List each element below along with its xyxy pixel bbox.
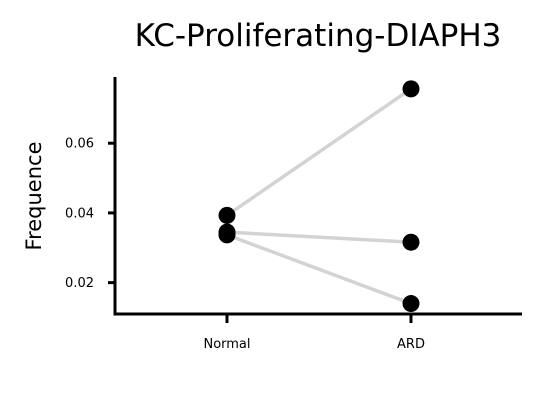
pair-line-0: [225, 87, 413, 218]
data-point-normal-0: [218, 206, 236, 224]
chart-title: KC-Proliferating-DIAPH3: [135, 18, 502, 54]
x-tick-label-0: Normal: [203, 337, 250, 352]
pair-line-2: [225, 233, 413, 306]
y-axis-label: Frequence: [22, 142, 46, 251]
pair-line-1: [225, 230, 413, 244]
data-point-ard-0: [402, 80, 420, 98]
y-tick-label-0: 0.02: [65, 276, 94, 291]
data-point-normal-2: [218, 226, 236, 244]
plot-area: 0.02 0.04 0.06 Normal ARD: [65, 77, 522, 352]
y-tick-label-1: 0.04: [65, 206, 94, 221]
y-tick-label-2: 0.06: [65, 137, 94, 152]
data-point-ard-1: [402, 233, 420, 251]
x-tick-label-1: ARD: [397, 337, 425, 352]
data-point-ard-2: [402, 295, 420, 313]
